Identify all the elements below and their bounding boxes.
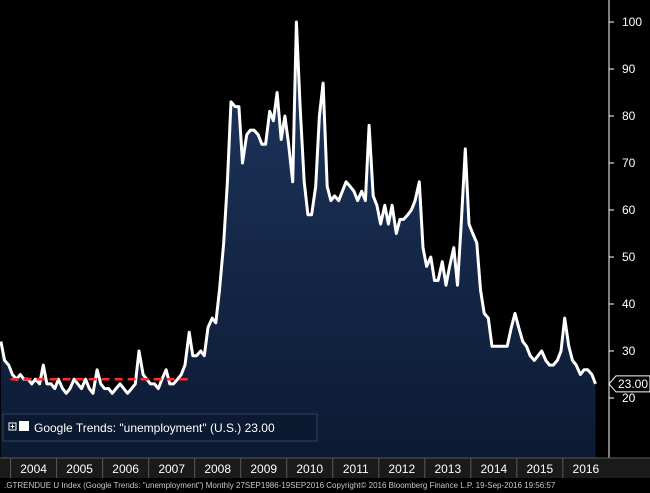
x-tick-label: 2008	[204, 462, 231, 476]
x-tick-label: 2016	[573, 462, 600, 476]
last-value-label: 23.00	[618, 377, 648, 391]
y-tick-label: 50	[622, 250, 636, 264]
x-tick-label: 2015	[527, 462, 554, 476]
x-tick-label: 2009	[250, 462, 277, 476]
legend-swatch	[19, 421, 29, 431]
series-line	[0, 20, 597, 395]
x-tick-label: 2011	[343, 462, 369, 476]
legend-label: Google Trends: "unemployment" (U.S.) 23.…	[34, 421, 275, 435]
x-tick-label: 2012	[388, 462, 415, 476]
y-tick-label: 70	[622, 156, 636, 170]
x-axis-ticks: 2004 2005 2006 2007 2008 2009 2010 2011 2012 2013…	[10, 458, 600, 478]
y-tick-label: 30	[622, 344, 636, 358]
y-tick-label: 40	[622, 297, 636, 311]
y-axis-ticks: 20 30 40 50 60 70 80 90 100	[609, 15, 642, 405]
last-value-tag: 23.00	[608, 375, 650, 393]
area-fill	[0, 22, 596, 458]
x-tick-label: 2013	[434, 462, 461, 476]
x-tick-label: 2007	[158, 462, 185, 476]
x-tick-label: 2014	[480, 462, 507, 476]
legend: Google Trends: "unemployment" (U.S.) 23.…	[2, 413, 318, 442]
y-tick-label: 90	[622, 62, 636, 76]
y-tick-label: 60	[622, 203, 636, 217]
x-tick-label: 2004	[20, 462, 47, 476]
y-tick-label: 100	[622, 15, 642, 29]
x-tick-label: 2006	[112, 462, 139, 476]
footer-source: .GTRENDUE U Index (Google Trends: "unemp…	[4, 481, 556, 490]
y-tick-label: 20	[622, 391, 636, 405]
x-tick-label: 2010	[296, 462, 323, 476]
legend-toggle-icon[interactable]	[8, 422, 17, 431]
y-tick-label: 80	[622, 109, 636, 123]
x-tick-label: 2005	[66, 462, 93, 476]
x-axis-strip	[0, 458, 650, 478]
